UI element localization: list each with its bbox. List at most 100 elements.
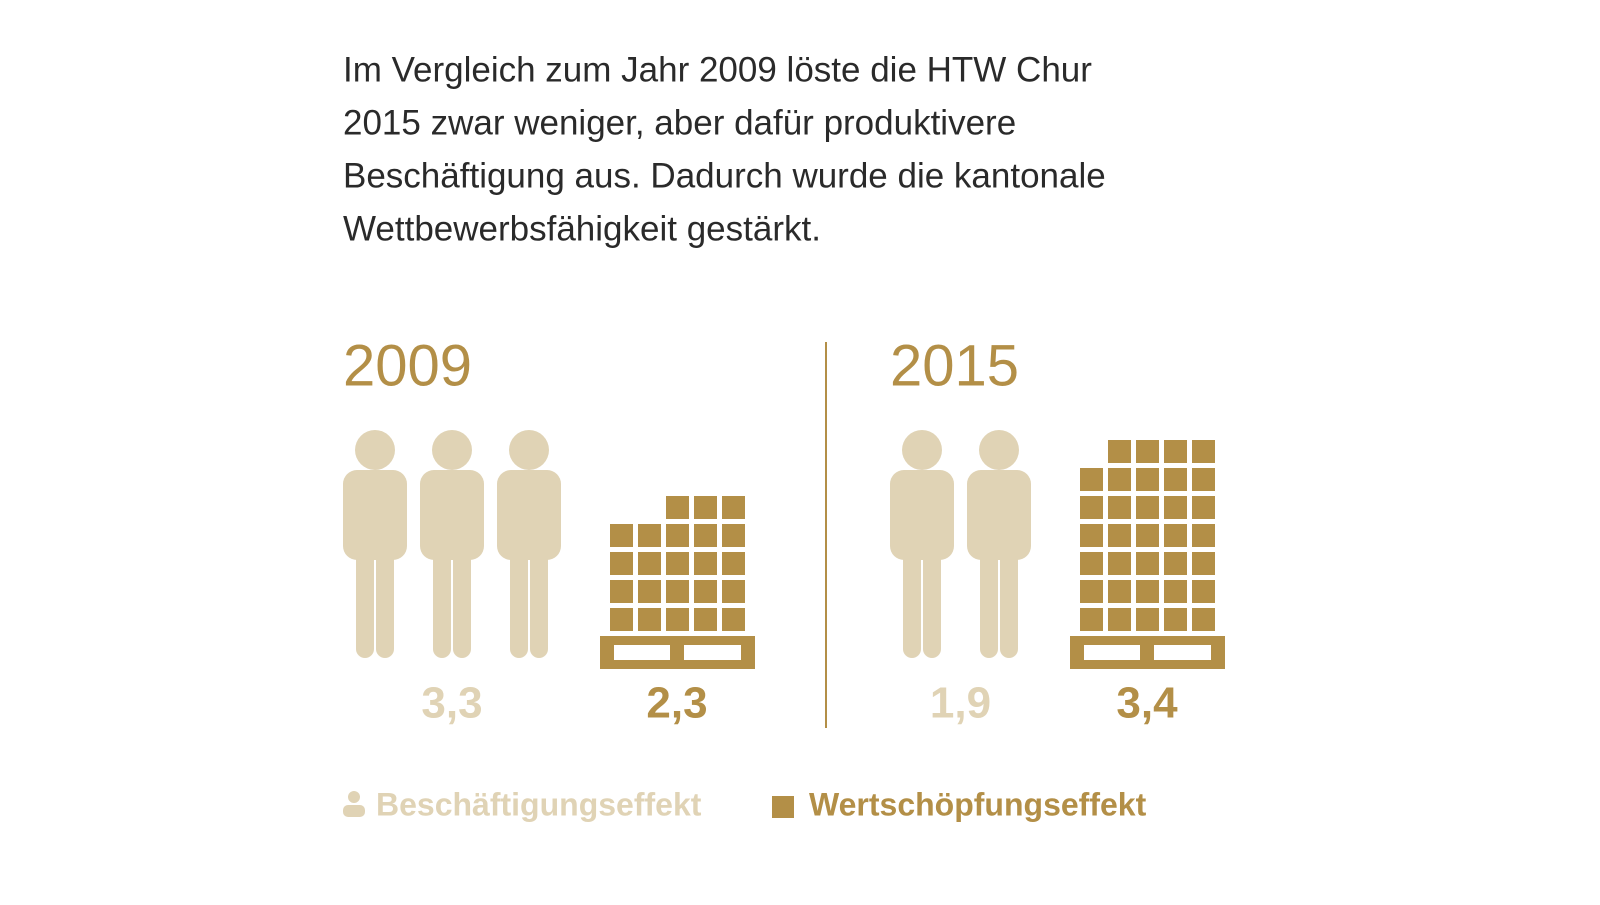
box	[694, 552, 717, 575]
pallet-plank	[1070, 636, 1225, 645]
box	[1108, 524, 1131, 547]
pallet-group	[600, 496, 755, 669]
person-leg	[903, 540, 921, 658]
person-leg	[376, 540, 394, 658]
box	[1136, 496, 1159, 519]
person-head	[355, 430, 395, 470]
box	[1080, 496, 1103, 519]
box	[1136, 580, 1159, 603]
box	[1108, 608, 1131, 631]
person-leg	[356, 540, 374, 658]
box	[1192, 524, 1215, 547]
year-label: 2015	[890, 333, 1019, 398]
box	[666, 580, 689, 603]
box	[1108, 580, 1131, 603]
box	[1192, 468, 1215, 491]
box	[1192, 552, 1215, 575]
box	[1080, 552, 1103, 575]
box	[610, 608, 633, 631]
box	[1164, 552, 1187, 575]
box	[1192, 608, 1215, 631]
legend-label: Wertschöpfungseffekt	[809, 786, 1147, 822]
box	[1164, 580, 1187, 603]
box	[1080, 524, 1103, 547]
legend-icon	[343, 805, 365, 817]
box	[638, 580, 661, 603]
value-label: 3,4	[1116, 679, 1178, 728]
value-label: 3,3	[421, 679, 482, 728]
box	[694, 524, 717, 547]
person-body	[497, 470, 561, 560]
person-leg	[453, 540, 471, 658]
box	[1192, 496, 1215, 519]
description-line: Beschäftigung aus. Dadurch wurde die kan…	[343, 156, 1106, 195]
people-group	[890, 430, 1031, 658]
person-head	[432, 430, 472, 470]
box	[638, 524, 661, 547]
box	[694, 496, 717, 519]
people-group	[343, 430, 561, 658]
person-head	[509, 430, 549, 470]
pallet-block	[741, 645, 755, 660]
person-leg	[1000, 540, 1018, 658]
box	[1080, 580, 1103, 603]
box	[722, 552, 745, 575]
pallet-group	[1070, 440, 1225, 669]
person-body	[420, 470, 484, 560]
pallet-plank	[600, 636, 755, 645]
person-leg	[530, 540, 548, 658]
box	[722, 524, 745, 547]
box	[1108, 468, 1131, 491]
pallet-block	[600, 645, 614, 660]
box	[1192, 580, 1215, 603]
pallet-plank	[1070, 660, 1225, 669]
box	[722, 580, 745, 603]
person-leg	[433, 540, 451, 658]
box	[1108, 496, 1131, 519]
box	[1136, 524, 1159, 547]
person-head	[979, 430, 1019, 470]
pallet-block	[1070, 645, 1084, 660]
box	[610, 580, 633, 603]
legend-label: Beschäftigungseffekt	[376, 786, 702, 822]
year-label: 2009	[343, 333, 472, 398]
person-leg	[980, 540, 998, 658]
box	[638, 608, 661, 631]
box	[1136, 552, 1159, 575]
box	[1164, 440, 1187, 463]
box	[1164, 496, 1187, 519]
box	[1164, 524, 1187, 547]
box	[666, 552, 689, 575]
box	[610, 552, 633, 575]
box	[1080, 468, 1103, 491]
box	[666, 608, 689, 631]
person-body	[343, 470, 407, 560]
box	[1108, 552, 1131, 575]
value-label: 1,9	[930, 679, 991, 728]
description-line: Wettbewerbsfähigkeit gestärkt.	[343, 209, 821, 248]
box	[722, 496, 745, 519]
box	[1164, 468, 1187, 491]
box	[610, 524, 633, 547]
box	[1192, 440, 1215, 463]
box	[694, 608, 717, 631]
description-line: 2015 zwar weniger, aber dafür produktive…	[343, 103, 1016, 142]
description-line: Im Vergleich zum Jahr 2009 löste die HTW…	[343, 50, 1092, 89]
box	[666, 524, 689, 547]
person-leg	[510, 540, 528, 658]
box	[1164, 608, 1187, 631]
box	[722, 608, 745, 631]
pallet-plank	[600, 660, 755, 669]
box	[666, 496, 689, 519]
box	[638, 552, 661, 575]
pallet-block	[1140, 645, 1154, 660]
box	[1136, 608, 1159, 631]
person-leg	[923, 540, 941, 658]
value-label: 2,3	[646, 679, 707, 728]
box	[1136, 468, 1159, 491]
person-body	[967, 470, 1031, 560]
pallet-block	[670, 645, 684, 660]
legend-icon	[348, 791, 360, 803]
